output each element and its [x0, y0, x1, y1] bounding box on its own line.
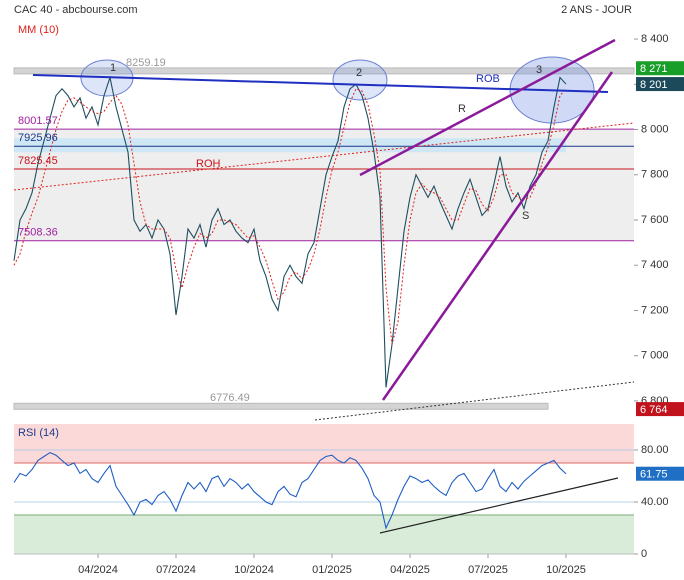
level-zone	[14, 138, 566, 153]
level-band	[13, 402, 549, 410]
annotation: ROH	[196, 158, 221, 170]
price-tag	[636, 61, 684, 76]
price-tag-label: 6 764	[640, 404, 668, 416]
trend-line	[379, 477, 619, 534]
level-label: 8001.57	[18, 115, 58, 127]
y-tick-label: 8 000	[641, 123, 669, 135]
chart-title: CAC 40 - abcbourse.com	[14, 4, 138, 16]
x-tick-label: 04/2025	[390, 564, 430, 576]
x-tick-label: 07/2025	[468, 564, 508, 576]
annotation: ROB	[476, 73, 500, 85]
trend-line	[32, 74, 609, 93]
y-tick-label: 7 200	[641, 304, 669, 316]
oversold-zone	[14, 515, 634, 554]
overbought-zone	[14, 424, 634, 463]
trend-line	[381, 71, 614, 401]
trend-line	[359, 38, 616, 177]
annotation: 1	[110, 62, 116, 74]
y-tick-label: 0	[641, 548, 647, 560]
y-tick-label: 7 800	[641, 169, 669, 181]
annotation: R	[458, 103, 466, 115]
level-label: 6776.49	[210, 392, 250, 404]
rsi-title: RSI (14)	[18, 427, 59, 439]
x-tick-label: 10/2024	[234, 564, 274, 576]
level-label: 7825.45	[18, 155, 58, 167]
x-tick-label: 04/2024	[78, 564, 118, 576]
level-band	[13, 67, 635, 75]
x-tick-label: 07/2024	[156, 564, 196, 576]
rsi-tag	[636, 466, 684, 481]
series-layer	[13, 75, 567, 530]
price-tag-label: 8 271	[640, 63, 668, 75]
y-tick-label: 8 400	[641, 33, 669, 45]
x-tick-label: 01/2025	[312, 564, 352, 576]
x-tick-label: 10/2025	[546, 564, 586, 576]
y-tick-label: 7 400	[641, 259, 669, 271]
price-tag	[636, 402, 684, 417]
chart-subtitle: 2 ANS - JOUR	[561, 4, 632, 16]
level-label: 8259.19	[126, 57, 166, 69]
highlight-circle	[332, 59, 388, 101]
price-tag-label: 8 201	[640, 79, 668, 91]
annotation: S	[522, 210, 529, 222]
legend-entry: MM (10)	[18, 24, 59, 36]
y-tick-label: 7 000	[641, 350, 669, 362]
level-label: 7925.96	[18, 132, 58, 144]
trend-line	[314, 381, 635, 421]
price-tag	[636, 77, 684, 92]
level-label: 7508.36	[18, 227, 58, 239]
data-line	[13, 75, 567, 388]
y-tick-label: 80.00	[641, 444, 669, 456]
rsi-tag-label: 61.75	[640, 469, 668, 481]
data-line	[13, 451, 567, 530]
annotation: 3	[536, 64, 542, 76]
y-tick-label: 40.00	[641, 496, 669, 508]
y-tick-label: 7 600	[641, 214, 669, 226]
annotation: 2	[356, 67, 362, 79]
background-layer	[13, 67, 635, 554]
